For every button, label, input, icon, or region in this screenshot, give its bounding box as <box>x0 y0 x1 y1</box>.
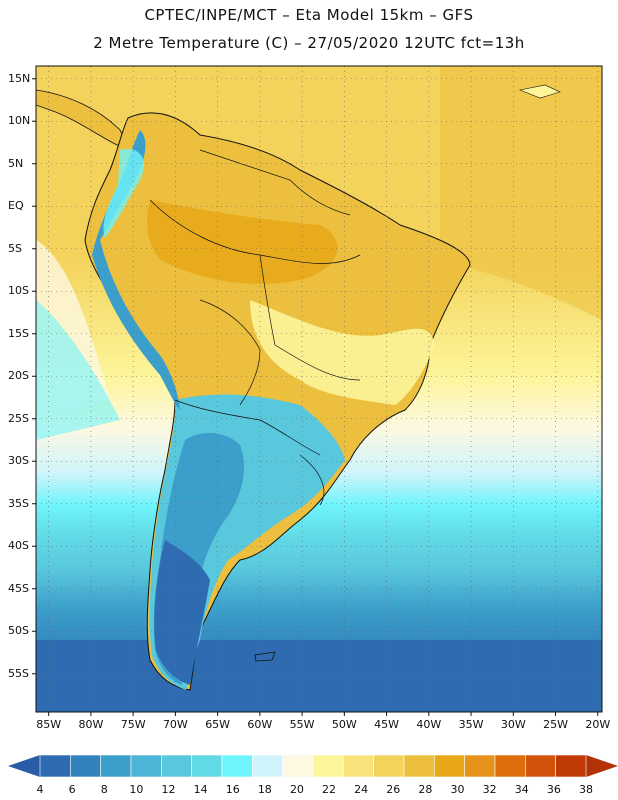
lat-label: 15N <box>8 71 31 85</box>
colorbar-swatch <box>252 754 283 778</box>
colorbar-swatch <box>70 754 101 778</box>
colorbar-tick-label: 14 <box>193 783 208 796</box>
colorbar-tick-label: 6 <box>68 783 76 796</box>
colorbar-swatch <box>130 754 162 778</box>
map-title-line1: CPTEC/INPE/MCT – Eta Model 15km – GFS <box>144 6 474 24</box>
lon-label: 55W <box>289 718 315 731</box>
map-title-line2: 2 Metre Temperature (C) – 27/05/2020 12U… <box>93 34 525 52</box>
lon-label: 20W <box>585 718 611 731</box>
lon-label: 40W <box>416 718 442 731</box>
lat-label: 45S <box>8 581 29 595</box>
colorbar-tick-label: 38 <box>579 783 593 796</box>
lat-label: 30S <box>8 454 29 468</box>
colorbar-tick-label: 10 <box>129 783 144 796</box>
colorbar-swatch <box>525 754 556 778</box>
colorbar-tick-label: 18 <box>257 783 272 796</box>
colorbar-low-arrow <box>8 755 40 777</box>
colorbar-tick-label: 30 <box>450 783 465 796</box>
lon-label: 85W <box>36 718 62 731</box>
colorbar-swatch <box>343 754 374 778</box>
lat-label: 5N <box>8 156 24 170</box>
lat-label: 35S <box>8 496 29 510</box>
colorbar-tick-label: 16 <box>225 783 240 796</box>
colorbar-tick-label: 22 <box>322 783 337 796</box>
colorbar-tick-label: 20 <box>289 783 304 796</box>
lon-label: 65W <box>205 718 231 731</box>
colorbar-swatch <box>282 754 314 778</box>
lat-label: 50S <box>8 624 29 638</box>
colorbar-tick-label: 8 <box>100 783 108 796</box>
colorbar-tick-label: 26 <box>386 783 401 796</box>
colorbar-tick-label: 32 <box>482 783 497 796</box>
lat-label: 40S <box>8 539 29 553</box>
map-field <box>36 66 602 712</box>
colorbar-tick-label: 4 <box>36 783 44 796</box>
lon-label: 60W <box>247 718 273 731</box>
colorbar-swatch <box>312 754 344 778</box>
lon-label: 70W <box>162 718 188 731</box>
temperature-map <box>32 65 603 716</box>
lon-label: 30W <box>500 718 526 731</box>
colorbar-swatch <box>464 754 496 778</box>
lon-label: 45W <box>374 718 400 731</box>
lon-label: 50W <box>331 718 357 731</box>
colorbar-swatch <box>221 754 253 778</box>
colorbar-tick-label: 24 <box>354 783 369 796</box>
lat-label: 10S <box>8 284 29 298</box>
colorbar-swatch <box>494 754 526 778</box>
colorbar-swatch <box>373 754 405 778</box>
colorbar-swatch <box>403 754 435 778</box>
colorbar-swatch <box>161 754 192 778</box>
lat-label: 25S <box>8 411 29 425</box>
lat-label: EQ <box>8 199 24 213</box>
colorbar-swatch <box>555 754 587 778</box>
colorbar-tick-label: 28 <box>418 783 433 796</box>
colorbar-swatch <box>191 754 223 778</box>
colorbar-swatch <box>100 754 132 778</box>
colorbar-high-arrow <box>586 755 618 777</box>
colorbar-swatch <box>434 754 465 778</box>
country-borders <box>149 149 361 506</box>
colorbar-tick-label: 12 <box>161 783 176 796</box>
colorbar-swatch <box>39 754 71 778</box>
colorbar-tick-label: 34 <box>514 783 529 796</box>
lat-label: 20S <box>8 369 29 383</box>
lon-label: 75W <box>120 718 146 731</box>
lat-label: 15S <box>8 326 29 340</box>
lat-label: 55S <box>8 666 29 680</box>
lon-label: 35W <box>458 718 484 731</box>
lon-label: 25W <box>543 718 568 731</box>
colorbar-tick-label: 36 <box>546 783 561 796</box>
lat-label: 5S <box>8 241 22 255</box>
lon-label: 80W <box>78 718 104 731</box>
map-frame <box>35 65 603 713</box>
lat-label: 10N <box>8 114 31 128</box>
